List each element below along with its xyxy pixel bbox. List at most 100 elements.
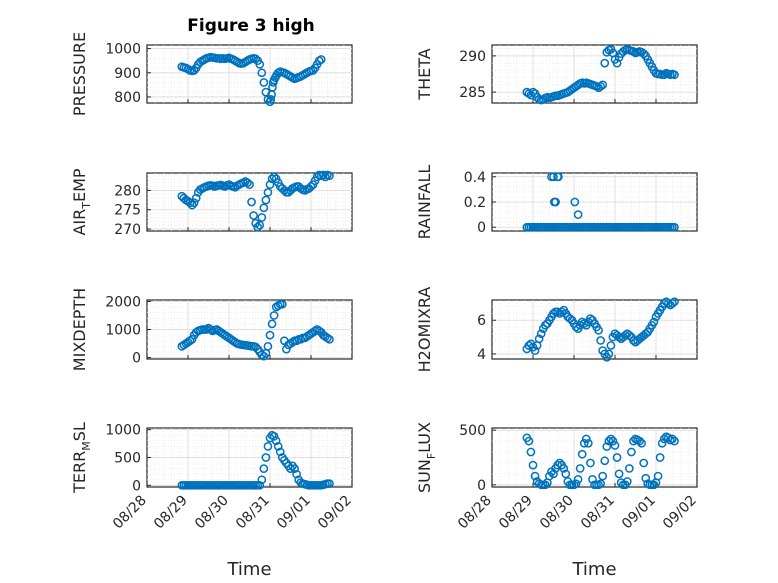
data-point bbox=[249, 211, 258, 220]
data-point bbox=[534, 334, 544, 344]
data-point bbox=[612, 453, 622, 462]
data-point bbox=[653, 471, 663, 481]
y-tick-label: 500 bbox=[114, 451, 141, 467]
data-point bbox=[187, 334, 197, 344]
data-point bbox=[269, 172, 279, 182]
data-point bbox=[257, 475, 267, 485]
data-point bbox=[243, 178, 252, 188]
data-point bbox=[282, 344, 291, 354]
subplot-grid: 800 900 1000 PRESSURE 285 290 THETA 270 275 280 AI… bbox=[70, 32, 700, 580]
data-point bbox=[275, 447, 285, 457]
data-point bbox=[273, 442, 283, 451]
data-point bbox=[670, 222, 679, 232]
data-point bbox=[598, 471, 608, 481]
subplot-3: 0 0.2 0.4 RAINFALL bbox=[415, 165, 698, 240]
y-axis-label: RAINFALL bbox=[415, 165, 434, 240]
scatter-series bbox=[177, 299, 334, 361]
data-point bbox=[247, 197, 256, 207]
data-point bbox=[594, 325, 603, 335]
data-point bbox=[571, 479, 581, 489]
data-point bbox=[639, 49, 649, 59]
y-tick-label: 0 bbox=[132, 351, 141, 367]
subplot-2: 270 275 280 AIRTEMP bbox=[70, 168, 353, 238]
data-point bbox=[602, 442, 612, 451]
data-point bbox=[257, 350, 267, 360]
y-tick-label: 1000 bbox=[105, 423, 141, 439]
data-point bbox=[266, 95, 276, 104]
y-tick-label: 1000 bbox=[105, 323, 141, 339]
data-point bbox=[253, 222, 263, 232]
data-point bbox=[549, 172, 558, 182]
y-axis-label: SUNFLUX bbox=[415, 422, 438, 493]
scatter-series bbox=[522, 45, 679, 105]
data-point bbox=[579, 438, 589, 448]
data-point bbox=[554, 172, 563, 182]
data-point bbox=[191, 193, 201, 203]
data-point bbox=[323, 333, 332, 343]
data-point bbox=[604, 436, 614, 446]
data-point bbox=[277, 299, 287, 309]
data-point bbox=[271, 436, 281, 446]
data-point bbox=[189, 198, 199, 208]
subplot-0: 800 900 1000 PRESSURE bbox=[70, 32, 353, 116]
data-point bbox=[592, 81, 601, 91]
data-point bbox=[559, 464, 569, 473]
data-point bbox=[273, 301, 283, 310]
data-point bbox=[573, 475, 583, 484]
data-point bbox=[670, 436, 679, 446]
y-tick-label: 290 bbox=[459, 49, 486, 65]
y-tick-label: 500 bbox=[459, 423, 486, 439]
y-tick-label: 900 bbox=[114, 66, 141, 82]
y-tick-label: 800 bbox=[114, 90, 141, 106]
data-point bbox=[588, 475, 597, 484]
data-point bbox=[641, 329, 651, 339]
axes-box bbox=[146, 44, 353, 104]
subplot-5: 4 6 H2OMIXRA bbox=[415, 287, 698, 372]
data-point bbox=[310, 326, 320, 336]
subplot-4: 0 1000 2000 MIXDEPTH bbox=[70, 288, 353, 371]
data-point bbox=[255, 59, 265, 69]
data-point bbox=[308, 66, 318, 75]
data-point bbox=[571, 322, 581, 332]
data-point bbox=[325, 479, 334, 489]
y-tick-label: 0.2 bbox=[464, 195, 486, 211]
data-point bbox=[290, 464, 299, 473]
data-point bbox=[614, 469, 624, 479]
data-point bbox=[581, 434, 591, 444]
data-point bbox=[575, 464, 585, 473]
data-point bbox=[267, 319, 277, 329]
data-point bbox=[259, 78, 269, 87]
data-point bbox=[649, 317, 659, 327]
data-point bbox=[263, 187, 273, 197]
data-point bbox=[245, 180, 254, 189]
data-point bbox=[659, 434, 669, 444]
data-point bbox=[639, 458, 649, 468]
data-point bbox=[655, 453, 665, 462]
data-point bbox=[261, 195, 271, 205]
data-point bbox=[659, 70, 669, 80]
data-point bbox=[269, 311, 279, 320]
data-point bbox=[629, 47, 638, 56]
data-point bbox=[670, 70, 679, 80]
data-point bbox=[600, 58, 610, 68]
data-point bbox=[604, 349, 614, 359]
data-point bbox=[265, 180, 275, 189]
data-point bbox=[612, 58, 622, 68]
y-tick-label: 1000 bbox=[105, 42, 141, 58]
data-point bbox=[606, 434, 616, 444]
data-point bbox=[524, 436, 534, 446]
y-tick-label: 275 bbox=[114, 203, 141, 219]
data-point bbox=[606, 341, 616, 350]
data-point bbox=[670, 297, 679, 307]
data-point bbox=[255, 220, 265, 230]
data-point bbox=[263, 342, 273, 351]
data-point bbox=[267, 174, 277, 184]
data-point bbox=[668, 434, 677, 444]
data-point bbox=[524, 341, 534, 350]
data-point bbox=[641, 473, 651, 483]
scatter-series bbox=[177, 430, 334, 490]
data-point bbox=[610, 441, 620, 450]
data-point bbox=[561, 469, 571, 479]
data-point bbox=[549, 309, 558, 318]
